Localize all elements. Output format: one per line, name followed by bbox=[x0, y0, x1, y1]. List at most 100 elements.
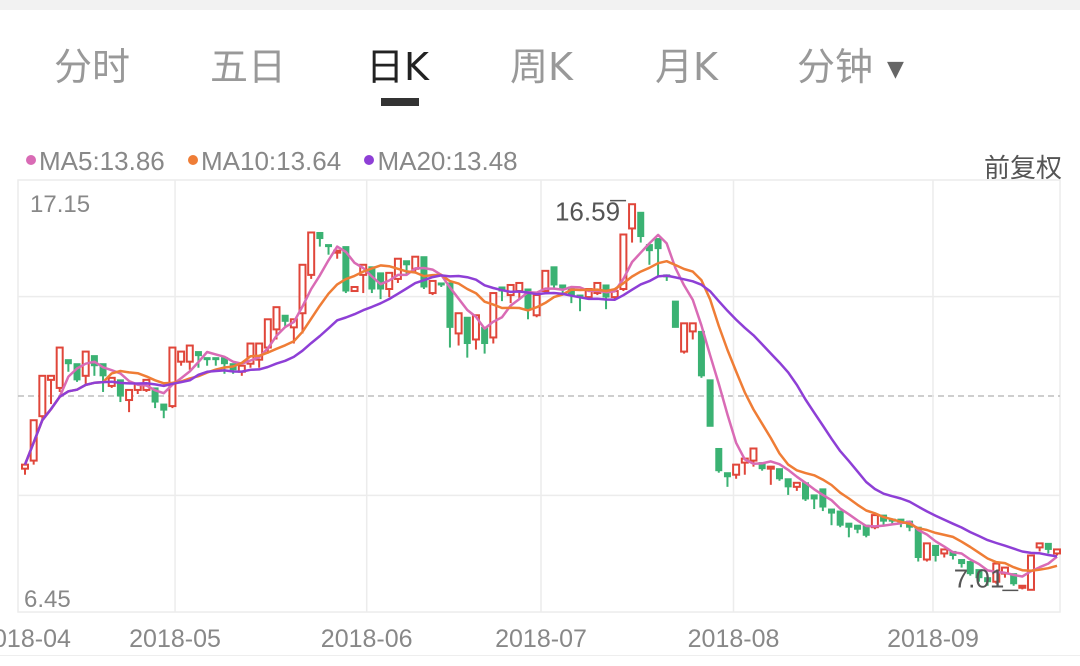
tab-intraday[interactable]: 分时 bbox=[54, 45, 131, 89]
legend-ma20: MA20:13.48 bbox=[364, 146, 518, 176]
status-strip bbox=[0, 0, 1080, 10]
candle-down bbox=[663, 274, 671, 281]
candle-body bbox=[854, 524, 862, 530]
candle-up bbox=[619, 233, 628, 292]
candle-body bbox=[281, 314, 289, 322]
candle-body bbox=[654, 238, 662, 250]
min-price-label: 7.01 bbox=[954, 563, 1005, 593]
candle-up bbox=[237, 364, 246, 376]
candle-body bbox=[975, 569, 983, 579]
candle-body bbox=[411, 255, 420, 270]
candle-body bbox=[828, 508, 836, 514]
candle-down bbox=[697, 330, 705, 378]
candle-body bbox=[723, 472, 731, 478]
candle-body bbox=[151, 387, 159, 403]
ma5-dot-icon bbox=[26, 155, 36, 166]
candle-body bbox=[21, 463, 29, 470]
candle-up bbox=[1018, 584, 1027, 590]
candle-down bbox=[99, 363, 107, 392]
candle-body bbox=[671, 300, 679, 328]
candle-down bbox=[1044, 542, 1052, 554]
candle-down bbox=[836, 510, 844, 528]
candle-down bbox=[819, 488, 827, 512]
candle-body bbox=[47, 374, 56, 381]
y-max-label: 17.15 bbox=[30, 191, 90, 218]
tab-monthly-k[interactable]: 月K bbox=[655, 45, 718, 89]
legend-ma5: MA5:13.86 bbox=[26, 146, 165, 176]
candle-body bbox=[637, 211, 645, 238]
price-adjust-button[interactable]: 前复权 bbox=[983, 154, 1062, 184]
candle-body bbox=[984, 577, 992, 583]
candle-up bbox=[177, 350, 186, 366]
tab-daily-k[interactable]: 日K bbox=[366, 45, 429, 89]
candle-down bbox=[758, 462, 766, 471]
candle-down bbox=[645, 244, 653, 265]
candle-down bbox=[203, 357, 211, 366]
candle-up bbox=[489, 292, 498, 344]
candle-down bbox=[325, 244, 333, 255]
candle-down bbox=[64, 359, 72, 372]
candle-up bbox=[1053, 548, 1061, 556]
candle-body bbox=[255, 342, 264, 361]
candle-body bbox=[203, 357, 211, 361]
candle-body bbox=[1053, 548, 1061, 555]
candle-down bbox=[932, 544, 940, 562]
candle-down bbox=[723, 472, 731, 487]
candle-up bbox=[168, 346, 177, 409]
tab-minute-label: 分钟 bbox=[797, 45, 874, 89]
x-tick-label: 2018-04 bbox=[0, 625, 71, 653]
candle-down bbox=[671, 300, 679, 328]
candle-body bbox=[350, 285, 359, 293]
candle-body bbox=[272, 306, 281, 331]
candle-down bbox=[481, 326, 489, 354]
candle-body bbox=[316, 231, 324, 240]
candle-down bbox=[550, 266, 558, 290]
candle-down bbox=[160, 403, 168, 419]
legend-ma20-label: MA20:13.48 bbox=[377, 146, 518, 176]
x-tick-label: 2018-07 bbox=[495, 625, 587, 653]
tab-weekly-k[interactable]: 周K bbox=[510, 45, 573, 89]
candle-body bbox=[489, 292, 498, 339]
candle-body bbox=[506, 283, 515, 297]
candle-up bbox=[628, 203, 637, 243]
candle-down bbox=[845, 522, 853, 538]
candle-body bbox=[784, 478, 792, 488]
candle-body bbox=[819, 488, 827, 508]
annotations: 16.59 7.01 bbox=[555, 197, 1019, 593]
ma-lines bbox=[23, 233, 1058, 578]
candle-body bbox=[792, 481, 801, 488]
candle-body bbox=[298, 263, 307, 315]
candle-down bbox=[316, 231, 324, 247]
candle-down bbox=[281, 314, 289, 328]
candle-body bbox=[1018, 584, 1027, 589]
candle-up bbox=[21, 463, 29, 475]
candle-up bbox=[350, 285, 359, 293]
candle-up bbox=[732, 463, 741, 479]
ma10-dot-icon bbox=[187, 155, 198, 166]
candle-up bbox=[38, 374, 47, 421]
candle-body bbox=[732, 463, 741, 476]
caret-down-icon: ▼ bbox=[887, 57, 904, 82]
tab-minute[interactable]: 分钟 ▼ bbox=[797, 36, 904, 91]
candle-body bbox=[64, 359, 72, 365]
candle-body bbox=[125, 388, 134, 402]
candle-down bbox=[775, 468, 783, 481]
candle-down bbox=[437, 282, 445, 287]
candle-body bbox=[845, 522, 853, 528]
tab-five-day[interactable]: 五日 bbox=[210, 45, 287, 89]
candle-up bbox=[246, 342, 255, 368]
candle-body bbox=[680, 322, 689, 353]
candle-body bbox=[628, 203, 637, 230]
candle-up bbox=[792, 481, 801, 491]
candle-body bbox=[342, 246, 350, 292]
candle-up bbox=[81, 350, 90, 384]
candle-down bbox=[715, 447, 723, 473]
candle-up bbox=[922, 542, 931, 562]
legend-ma5-label: MA5:13.86 bbox=[39, 146, 165, 176]
candle-up bbox=[940, 548, 949, 558]
candle-up bbox=[333, 249, 342, 259]
candle-body bbox=[454, 312, 463, 335]
candle-body bbox=[463, 316, 471, 345]
candle-body bbox=[55, 346, 64, 389]
